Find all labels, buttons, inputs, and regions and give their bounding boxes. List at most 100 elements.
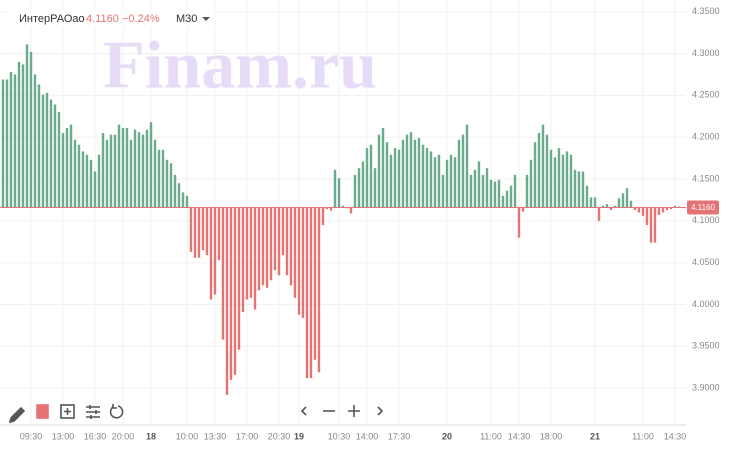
- bar: [121, 128, 125, 208]
- bar: [53, 104, 57, 208]
- bar: [77, 144, 81, 208]
- bar: [117, 124, 121, 208]
- bar: [105, 139, 109, 208]
- bar: [369, 144, 373, 208]
- bar: [353, 174, 357, 208]
- bar: [141, 134, 145, 208]
- bar: [565, 151, 569, 208]
- bar: [265, 207, 269, 288]
- bar: [569, 154, 573, 208]
- bar: [385, 142, 389, 208]
- y-tick-label: 4.0500: [692, 257, 720, 267]
- bar: [57, 112, 61, 208]
- bar: [549, 149, 553, 208]
- bar: [153, 139, 157, 208]
- interval[interactable]: M30: [176, 13, 197, 25]
- reset-tool[interactable]: [109, 404, 124, 419]
- bar: [245, 207, 249, 300]
- bar: [505, 190, 509, 208]
- bar: [309, 207, 313, 379]
- x-tick-label: 20:30: [268, 431, 291, 441]
- ticker: ИнтерРАОао: [19, 13, 85, 25]
- bar: [481, 174, 485, 208]
- bar: [453, 157, 457, 208]
- y-tick-label: 3.9500: [692, 341, 720, 351]
- bar: [201, 207, 205, 251]
- bar: [165, 159, 169, 208]
- bar: [173, 174, 177, 208]
- bar: [81, 151, 85, 208]
- bar: [321, 207, 325, 226]
- bar: [229, 207, 233, 380]
- bar: [633, 207, 637, 210]
- bar: [333, 169, 337, 208]
- bar: [557, 148, 561, 208]
- bar: [389, 154, 393, 208]
- bar: [277, 207, 281, 276]
- bar: [241, 207, 245, 313]
- bar: [417, 138, 421, 208]
- bar: [297, 207, 301, 315]
- bar: [281, 207, 285, 256]
- bar: [25, 44, 29, 208]
- bar: [337, 178, 341, 208]
- x-tick-label: 10:30: [328, 431, 351, 441]
- bar: [365, 148, 369, 208]
- bar: [597, 207, 601, 221]
- bar: [197, 207, 201, 258]
- bar: [257, 207, 261, 291]
- bar: [589, 197, 593, 208]
- bar: [325, 207, 329, 210]
- add-tool[interactable]: [60, 404, 75, 419]
- x-tick-label: 10:00: [176, 431, 199, 441]
- bar: [525, 174, 529, 208]
- bar: [605, 204, 609, 208]
- zoom-in[interactable]: [348, 405, 360, 417]
- bar: [429, 151, 433, 208]
- bar: [477, 161, 481, 208]
- nav-left[interactable]: [300, 406, 307, 416]
- list-tool[interactable]: [36, 404, 49, 419]
- bar: [581, 171, 585, 208]
- y-tick-label: 4.0000: [692, 299, 720, 309]
- change[interactable]: −0.24%: [122, 13, 160, 25]
- bar: [501, 195, 505, 208]
- draw-tool[interactable]: [8, 406, 26, 424]
- bar: [649, 207, 653, 243]
- bar: [217, 207, 221, 261]
- bar: [133, 129, 137, 208]
- bar: [669, 207, 673, 210]
- bar: [609, 207, 613, 210]
- x-tick-label: 19: [294, 431, 304, 441]
- settings-tool[interactable]: [86, 405, 100, 419]
- bar: [9, 71, 13, 208]
- bar: [149, 122, 153, 208]
- y-tick-label: 4.3000: [692, 48, 720, 58]
- bar: [509, 185, 513, 208]
- x-tick-label: 13:30: [204, 431, 227, 441]
- bar: [577, 171, 581, 208]
- bar: [445, 159, 449, 208]
- x-tick-label: 18:00: [540, 431, 563, 441]
- bar: [285, 207, 289, 276]
- interval-caret[interactable]: [202, 17, 210, 21]
- bar: [485, 168, 489, 208]
- bar: [629, 200, 633, 208]
- bar: [373, 168, 377, 208]
- x-tick-label: 13:00: [52, 431, 75, 441]
- x-tick-label: 16:30: [84, 431, 107, 441]
- x-tick-label: 09:30: [20, 431, 43, 441]
- nav-right[interactable]: [377, 406, 384, 416]
- bar: [269, 207, 273, 281]
- bar: [553, 157, 557, 208]
- header-bg: [5, 9, 215, 29]
- bar: [617, 198, 621, 208]
- bar: [425, 148, 429, 208]
- bar: [661, 207, 665, 213]
- bar: [461, 134, 465, 208]
- bar: [545, 134, 549, 208]
- bar: [69, 124, 73, 208]
- bar: [497, 179, 501, 208]
- bar: [17, 61, 21, 208]
